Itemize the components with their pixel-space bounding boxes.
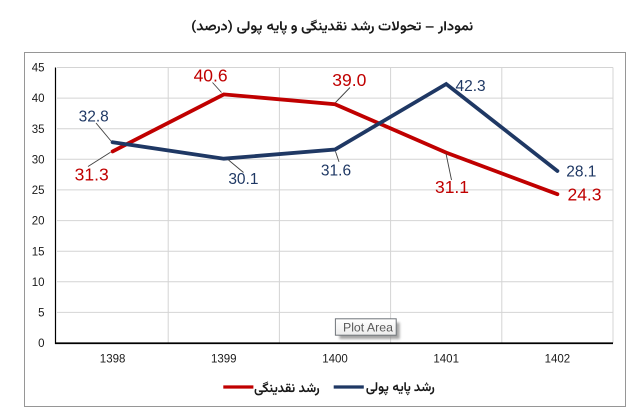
svg-text:Plot Area: Plot Area xyxy=(343,320,393,334)
svg-text:40: 40 xyxy=(32,93,45,105)
svg-text:31.3: 31.3 xyxy=(75,164,109,184)
svg-text:32.8: 32.8 xyxy=(79,109,109,126)
svg-text:1400: 1400 xyxy=(322,353,348,365)
svg-text:25: 25 xyxy=(32,185,45,197)
svg-text:10: 10 xyxy=(32,277,45,289)
svg-text:39.0: 39.0 xyxy=(332,70,366,90)
svg-text:30.1: 30.1 xyxy=(228,171,258,188)
svg-text:15: 15 xyxy=(32,246,45,258)
svg-text:42.3: 42.3 xyxy=(456,78,486,95)
svg-text:20: 20 xyxy=(32,216,45,228)
svg-text:45: 45 xyxy=(32,63,45,75)
svg-text:1402: 1402 xyxy=(545,353,571,365)
svg-text:0: 0 xyxy=(38,338,44,350)
svg-text:40.6: 40.6 xyxy=(194,66,228,86)
svg-text:31.6: 31.6 xyxy=(321,163,351,180)
svg-text:1399: 1399 xyxy=(211,353,237,365)
svg-text:24.3: 24.3 xyxy=(567,185,601,205)
svg-text:1398: 1398 xyxy=(100,353,126,365)
svg-text:28.1: 28.1 xyxy=(566,164,596,181)
svg-text:1401: 1401 xyxy=(433,353,459,365)
svg-text:31.1: 31.1 xyxy=(435,177,469,197)
svg-text:5: 5 xyxy=(38,308,44,320)
svg-text:30: 30 xyxy=(32,154,45,166)
svg-text:35: 35 xyxy=(32,124,45,136)
